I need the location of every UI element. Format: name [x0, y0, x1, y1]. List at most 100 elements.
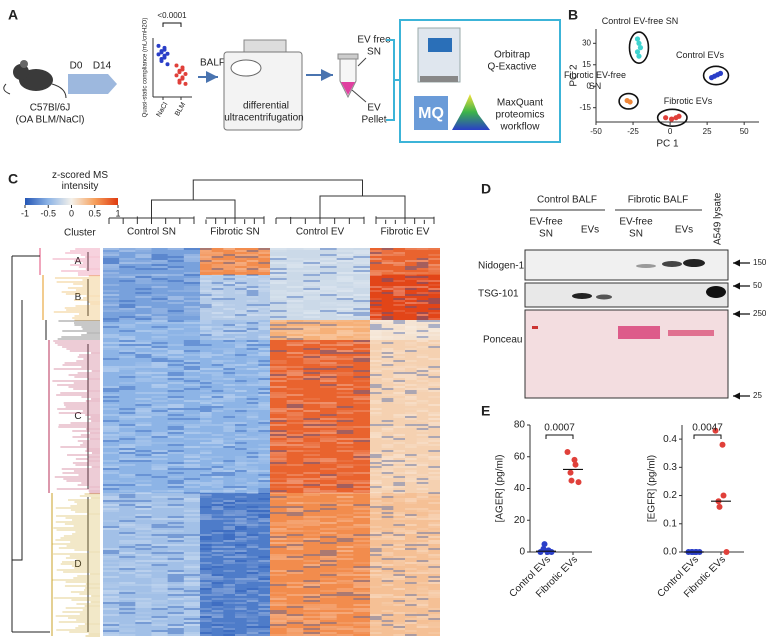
texture: [103, 334, 120, 336]
texture: [405, 266, 417, 268]
texture: [135, 296, 152, 298]
texture: [167, 290, 184, 292]
texture: [416, 508, 429, 510]
texture: [258, 390, 270, 392]
texture: [103, 404, 120, 406]
texture: [381, 446, 394, 448]
texture: [211, 256, 224, 258]
texture: [320, 272, 337, 274]
texture: [286, 406, 304, 408]
texture: [428, 554, 440, 556]
texture: [416, 292, 429, 294]
texture: [235, 408, 247, 410]
texture: [370, 526, 382, 528]
texture: [103, 326, 120, 328]
texture: [428, 404, 440, 406]
texture: [370, 342, 382, 344]
texture: [353, 280, 370, 282]
texture: [103, 440, 120, 442]
texture: [258, 548, 270, 550]
texture: [381, 436, 394, 438]
texture: [246, 404, 259, 406]
texture: [353, 584, 370, 586]
texture: [119, 316, 136, 318]
texture: [167, 486, 184, 488]
texture: [200, 556, 212, 558]
texture: [320, 622, 337, 624]
texture: [167, 558, 184, 560]
texture: [235, 264, 247, 266]
texture: [270, 444, 287, 446]
texture: [246, 614, 259, 616]
texture: [183, 360, 200, 362]
texture: [135, 342, 152, 344]
texture: [235, 550, 247, 552]
texture: [235, 510, 247, 512]
texture: [286, 594, 304, 596]
texture: [246, 408, 259, 410]
texture: [303, 582, 320, 584]
texture: [151, 632, 168, 634]
cluster-ellipse: [656, 108, 688, 127]
texture: [320, 532, 337, 534]
texture: [119, 388, 136, 390]
texture: [393, 414, 405, 416]
texture: [183, 308, 200, 310]
texture: [103, 484, 120, 486]
texture: [211, 612, 224, 614]
texture: [303, 376, 320, 378]
texture: [211, 566, 224, 568]
texture: [381, 328, 394, 330]
texture: [183, 590, 200, 592]
texture: [135, 344, 152, 346]
texture: [167, 480, 184, 482]
texture: [381, 354, 394, 356]
texture: [103, 394, 120, 396]
texture: [151, 372, 168, 374]
texture: [211, 604, 224, 606]
texture: [393, 486, 405, 488]
texture: [270, 546, 287, 548]
texture: [135, 380, 152, 382]
texture: [235, 328, 247, 330]
texture: [286, 548, 304, 550]
point: [159, 58, 164, 63]
texture: [428, 524, 440, 526]
texture: [405, 508, 417, 510]
texture: [223, 284, 235, 286]
texture: [183, 286, 200, 288]
texture: [405, 612, 417, 614]
texture: [246, 260, 259, 262]
texture: [200, 424, 212, 426]
texture: [428, 540, 440, 542]
texture: [103, 468, 120, 470]
texture: [183, 370, 200, 372]
texture: [416, 388, 429, 390]
texture: [303, 248, 320, 250]
texture: [235, 344, 247, 346]
texture: [428, 514, 440, 516]
heatmap-cell: [103, 275, 200, 320]
texture: [270, 374, 287, 376]
texture: [370, 368, 382, 370]
texture: [235, 312, 247, 314]
texture: [405, 556, 417, 558]
texture: [223, 598, 235, 600]
texture: [135, 524, 152, 526]
texture: [393, 564, 405, 566]
texture: [381, 428, 394, 430]
texture: [246, 580, 259, 582]
texture: [270, 490, 287, 492]
row-label: B: [75, 292, 82, 303]
texture: [270, 396, 287, 398]
texture: [381, 554, 394, 556]
texture: [258, 602, 270, 604]
texture: [428, 280, 440, 282]
texture: [303, 292, 320, 294]
texture: [119, 552, 136, 554]
texture: [235, 526, 247, 528]
texture: [183, 364, 200, 366]
texture: [167, 482, 184, 484]
texture: [200, 270, 212, 272]
texture: [235, 614, 247, 616]
